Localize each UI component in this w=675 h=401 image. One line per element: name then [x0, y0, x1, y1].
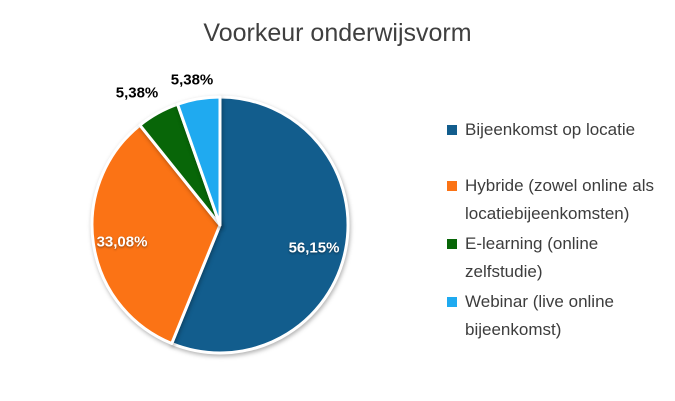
legend-item-2: E-learning (online zelfstudie): [447, 230, 669, 286]
legend-swatch-icon: [447, 181, 457, 191]
legend-item-1: Hybride (zowel online als locatiebijeenk…: [447, 172, 669, 228]
chart-title: Voorkeur onderwijsvorm: [203, 19, 472, 47]
legend-item-3: Webinar (live online bijeenkomst): [447, 288, 669, 344]
pie-chart: [90, 95, 350, 355]
pie-slice-0: [170, 95, 350, 355]
legend-swatch-icon: [447, 239, 457, 249]
pie-slice-3: [176, 95, 222, 227]
pie-slice-1: [90, 123, 222, 346]
legend-label: Bijeenkomst op locatie: [465, 120, 636, 139]
legend-label: E-learning (online zelfstudie): [465, 234, 599, 281]
legend-label: Webinar (live online bijeenkomst): [465, 292, 614, 339]
legend-swatch-icon: [447, 297, 457, 307]
legend-label: Hybride (zowel online als locatiebijeenk…: [465, 176, 654, 223]
legend-item-0: Bijeenkomst op locatie: [447, 116, 669, 144]
data-label-bijeenkomst-op-locatie: 56,15%: [288, 239, 340, 257]
data-label-hybride: 33,08%: [96, 233, 148, 251]
legend-swatch-icon: [447, 125, 457, 135]
data-label-e-learning: 5,38%: [115, 84, 159, 102]
data-label-webinar: 5,38%: [170, 71, 214, 89]
legend: Bijeenkomst op locatie Hybride (zowel onl…: [447, 116, 669, 344]
